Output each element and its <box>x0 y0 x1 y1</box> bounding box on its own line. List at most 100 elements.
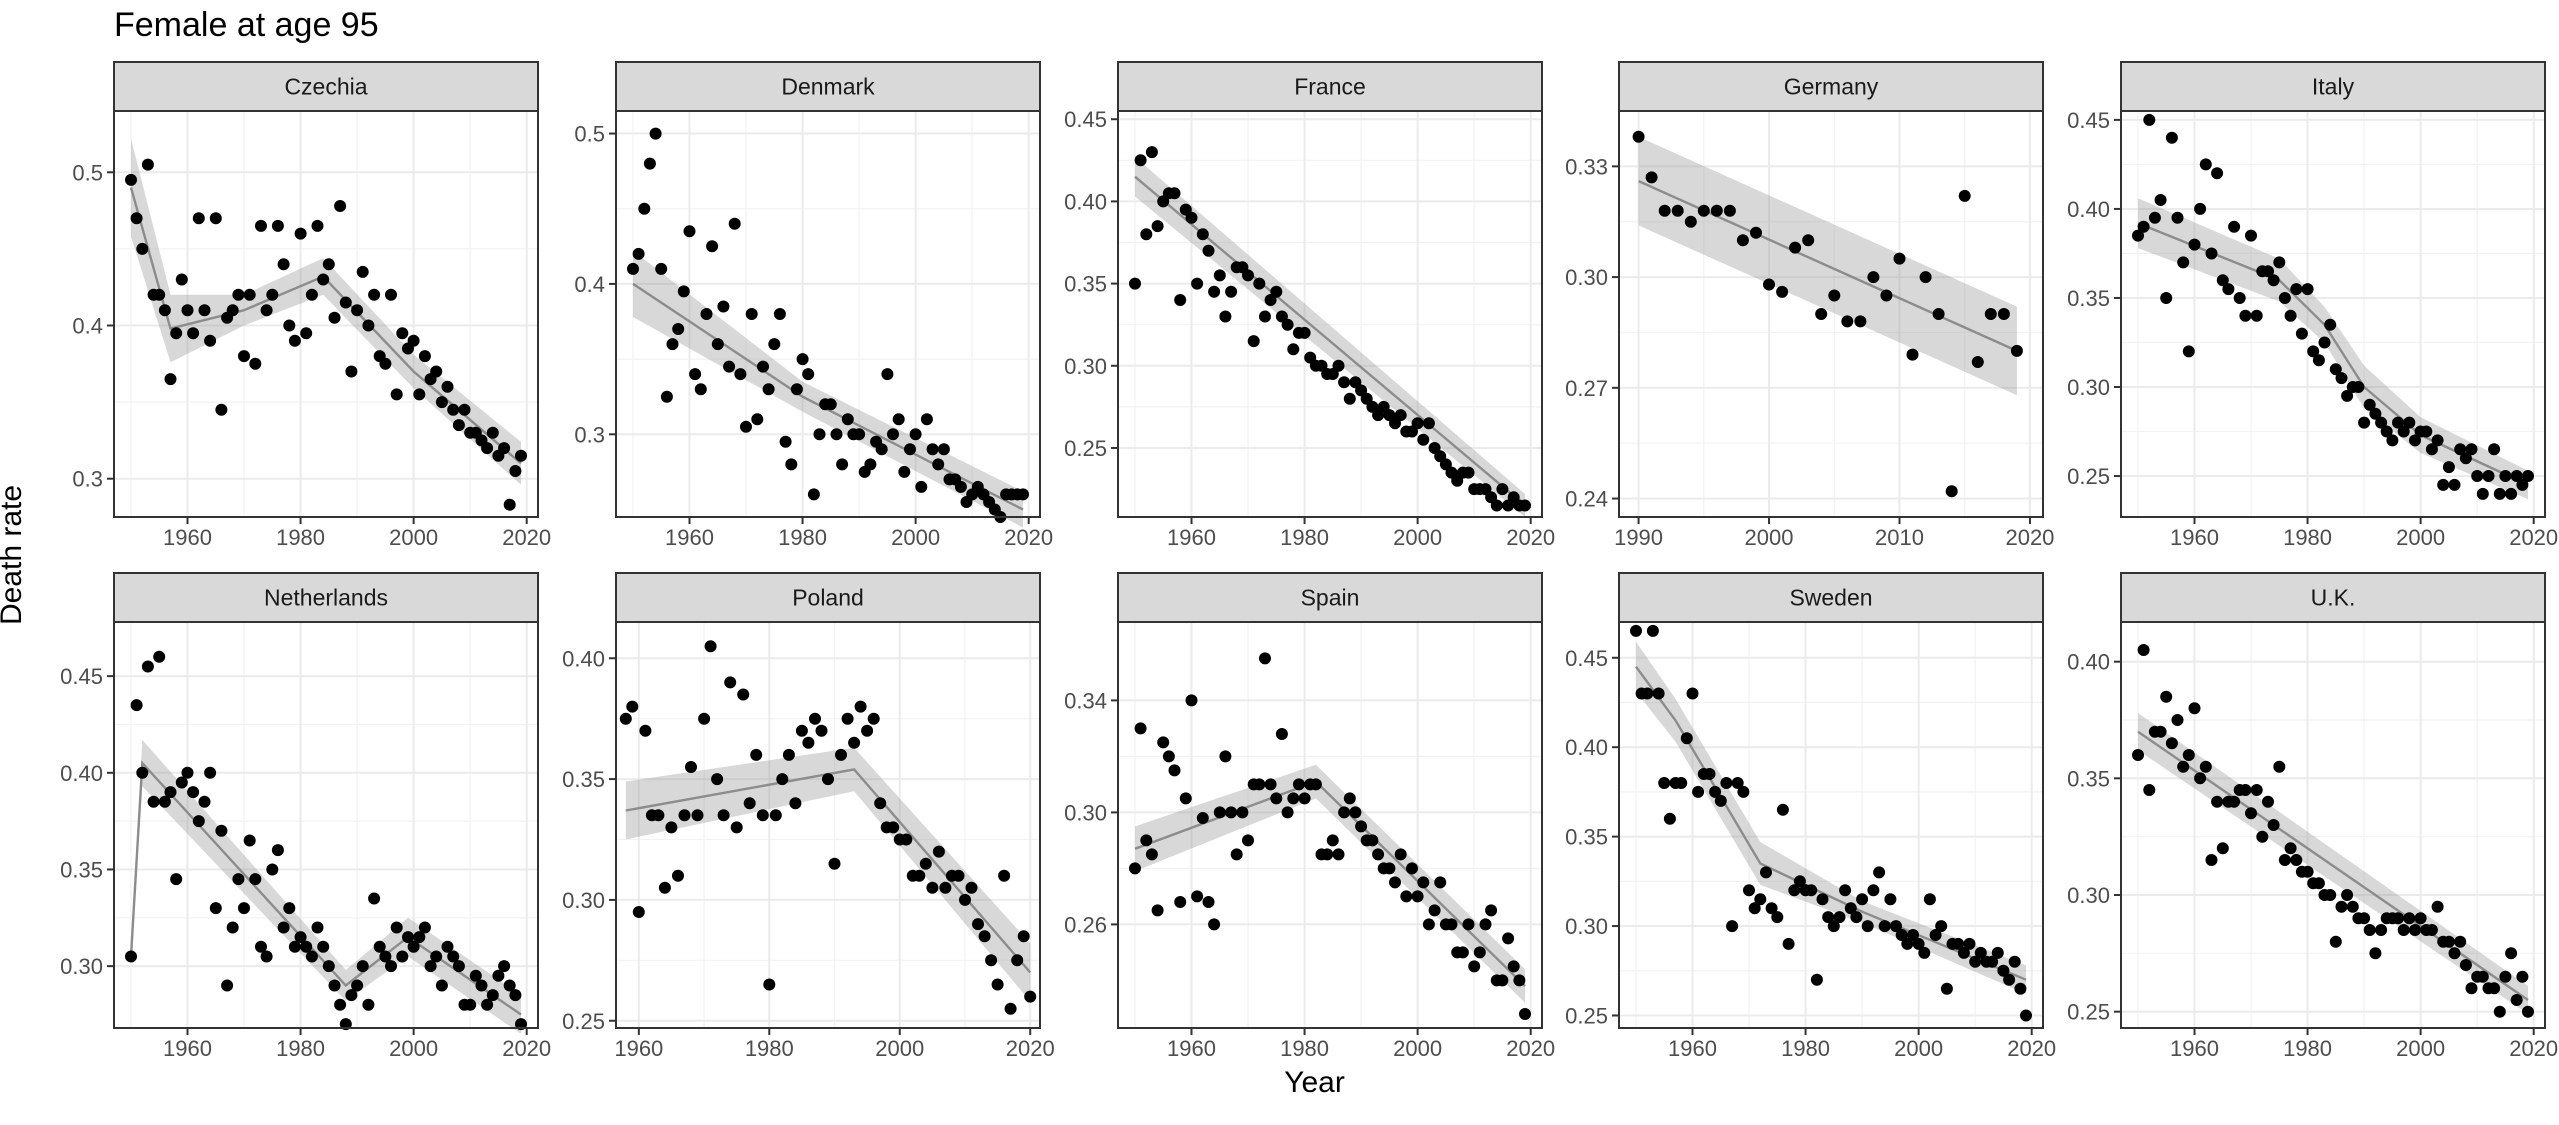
data-point <box>385 288 397 301</box>
data-point <box>864 458 877 471</box>
x-tick-label: 2020 <box>502 525 551 550</box>
data-point <box>1997 308 2010 320</box>
data-point <box>2448 947 2461 960</box>
data-point <box>1468 960 1481 973</box>
data-point <box>1684 215 1697 228</box>
data-point <box>1901 937 1914 950</box>
data-point <box>689 368 702 381</box>
y-tick-label: 0.35 <box>1565 825 1608 850</box>
data-point <box>2010 344 2023 357</box>
data-point <box>769 809 782 822</box>
data-point <box>2505 947 2518 960</box>
data-point <box>1394 409 1407 422</box>
data-point <box>2177 256 2190 269</box>
data-point <box>1129 862 1141 875</box>
data-point <box>170 327 183 340</box>
data-point <box>418 921 431 934</box>
data-point <box>238 902 250 915</box>
facet-strip-label: Germany <box>1784 74 1879 100</box>
data-point <box>498 442 511 455</box>
data-point <box>351 304 364 317</box>
data-point <box>413 931 426 944</box>
data-point <box>660 390 673 403</box>
data-point <box>452 419 465 432</box>
data-point <box>1275 728 1288 740</box>
data-point <box>339 296 352 309</box>
data-point <box>1884 893 1897 906</box>
data-point <box>1343 392 1356 405</box>
data-point <box>1428 904 1441 917</box>
x-tick-label: 2000 <box>2396 1036 2445 1061</box>
data-point <box>1776 285 1789 298</box>
data-point <box>1940 982 1953 995</box>
y-tick-label: 0.25 <box>1064 436 1107 461</box>
y-tick-label: 0.35 <box>562 767 605 792</box>
y-tick-label: 0.25 <box>1565 1003 1608 1028</box>
data-point <box>1854 315 1867 328</box>
data-point <box>1338 806 1351 819</box>
data-point <box>881 368 894 381</box>
data-point <box>2505 487 2518 500</box>
data-point <box>2425 443 2438 456</box>
data-point <box>311 921 324 934</box>
x-tick-label: 1980 <box>1280 1036 1329 1061</box>
data-point <box>1219 750 1232 763</box>
data-point <box>683 225 696 238</box>
data-point <box>2431 434 2444 447</box>
data-point <box>130 212 143 225</box>
data-point <box>413 388 426 401</box>
data-point <box>164 786 177 799</box>
data-point <box>711 338 724 351</box>
data-point <box>2437 478 2450 491</box>
data-point <box>2493 1005 2506 1018</box>
data-point <box>141 660 154 673</box>
y-tick-label: 0.35 <box>1064 272 1107 297</box>
data-point <box>221 979 234 992</box>
data-point <box>215 403 228 416</box>
data-point <box>2284 842 2297 855</box>
data-point <box>1230 848 1243 861</box>
data-point <box>2380 425 2393 438</box>
data-point <box>1919 271 1932 284</box>
x-tick-label: 1960 <box>1167 525 1216 550</box>
data-point <box>1343 792 1356 805</box>
data-point <box>632 247 645 260</box>
data-point <box>658 881 671 894</box>
data-point <box>469 969 482 982</box>
data-point <box>672 869 684 882</box>
data-point <box>2182 749 2195 761</box>
data-point <box>776 773 789 786</box>
data-point <box>464 998 477 1011</box>
y-tick-label: 0.27 <box>1565 376 1608 401</box>
data-point <box>447 403 460 416</box>
data-point <box>737 688 750 701</box>
data-point <box>1986 955 1999 968</box>
data-point <box>2137 220 2150 233</box>
panel-denmark: Denmark 1960 1980 2000 2020 0.3 0.4 0.5 <box>574 61 1053 550</box>
data-point <box>2510 470 2523 482</box>
data-point <box>2216 842 2229 855</box>
facet-strip-label: Czechia <box>284 74 367 100</box>
data-point <box>1145 146 1158 159</box>
y-tick-label: 0.30 <box>1064 800 1107 825</box>
data-point <box>2386 434 2399 447</box>
data-point <box>694 383 707 396</box>
data-point <box>2003 973 2016 986</box>
data-point <box>192 815 205 828</box>
data-point <box>626 700 639 713</box>
data-point <box>1754 893 1767 906</box>
data-point <box>1242 269 1254 282</box>
data-point <box>430 365 443 378</box>
data-point <box>1011 954 1024 967</box>
data-point <box>373 940 386 953</box>
data-point <box>1923 893 1936 906</box>
x-tick-label: 2000 <box>389 1036 438 1061</box>
data-point <box>1185 211 1198 224</box>
data-point <box>2239 309 2252 322</box>
data-point <box>2454 935 2467 948</box>
data-point <box>1952 937 1965 950</box>
data-point <box>260 304 273 317</box>
data-point <box>2160 292 2173 304</box>
data-point <box>266 863 279 876</box>
data-point <box>1974 946 1987 959</box>
